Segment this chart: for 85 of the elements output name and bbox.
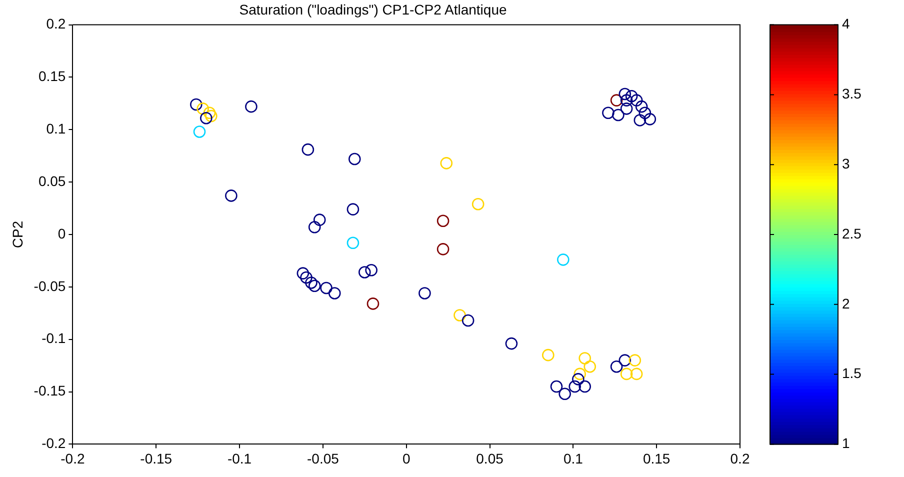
point — [418, 287, 431, 300]
point — [618, 354, 632, 366]
point — [557, 254, 570, 266]
x-tick-label: -0.2 — [60, 450, 85, 466]
point — [610, 94, 623, 106]
point — [634, 114, 646, 126]
point — [584, 360, 596, 373]
point — [346, 203, 360, 216]
point — [638, 106, 652, 120]
point — [472, 198, 484, 210]
point — [436, 214, 450, 228]
color-bar-label: 2.5 — [842, 225, 862, 242]
x-tick-label: 0.05 — [476, 450, 504, 466]
point — [454, 309, 466, 322]
point — [550, 380, 563, 393]
point — [578, 380, 592, 393]
y-tick-label: 0 — [58, 225, 66, 242]
point — [625, 90, 638, 102]
point — [365, 264, 378, 276]
point — [302, 143, 314, 156]
point — [346, 236, 360, 250]
point — [358, 266, 371, 278]
point — [572, 373, 584, 386]
point — [462, 314, 474, 327]
point — [620, 368, 633, 380]
x-tick-label: 0.1 — [563, 450, 584, 466]
y-axis-title: CP2 — [9, 220, 26, 248]
color-bar-label: 3.5 — [842, 86, 862, 102]
point — [225, 190, 238, 202]
point — [630, 368, 643, 380]
y-tick-label: -0.1 — [42, 330, 66, 346]
point — [308, 221, 321, 234]
color-bar-label: 1 — [842, 435, 850, 452]
color-bar-label: 4 — [842, 16, 850, 32]
point — [436, 243, 450, 256]
point — [203, 106, 216, 120]
point — [620, 102, 633, 115]
point — [568, 380, 581, 393]
point — [305, 276, 318, 289]
point — [190, 98, 202, 111]
x-tick-label: -0.1 — [227, 450, 252, 466]
point — [193, 126, 206, 138]
color-bar-label: 1.5 — [842, 365, 862, 382]
point — [300, 271, 312, 284]
point — [440, 157, 453, 170]
y-tick-label: -0.2 — [42, 435, 66, 452]
point — [644, 113, 656, 126]
point — [610, 360, 623, 373]
x-tick-label: -0.15 — [140, 450, 172, 466]
point — [612, 108, 624, 122]
color-bar-label: 3 — [842, 155, 850, 172]
color-bar-label: 2 — [842, 295, 850, 312]
y-tick-label: 0.15 — [38, 68, 66, 84]
point — [320, 282, 332, 294]
point — [308, 280, 321, 292]
point — [558, 388, 571, 400]
chart-title: Saturation ("loadings") CP1-CP2 Atlantique — [239, 1, 507, 18]
point — [630, 94, 643, 106]
point — [620, 94, 633, 106]
x-tick-label: -0.05 — [306, 450, 340, 466]
y-tick-label: -0.05 — [34, 278, 66, 294]
point — [574, 368, 586, 380]
y-tick-label: 0.05 — [38, 172, 66, 189]
point — [578, 352, 592, 364]
point — [296, 267, 310, 280]
y-tick-label: -0.15 — [34, 382, 66, 399]
point — [628, 354, 642, 366]
point — [366, 298, 380, 310]
x-tick-label: 0.2 — [730, 450, 750, 466]
point — [313, 214, 326, 226]
x-tick-label: 0 — [402, 450, 410, 466]
point — [635, 100, 648, 113]
y-tick-label: 0.2 — [46, 16, 66, 32]
x-tick-label: 0.15 — [642, 450, 670, 466]
point — [618, 88, 632, 100]
point — [505, 337, 518, 350]
y-tick-label: 0.1 — [46, 120, 66, 137]
point — [200, 112, 212, 124]
point — [602, 106, 614, 120]
point — [205, 110, 218, 122]
point — [245, 100, 258, 113]
point — [196, 102, 209, 115]
point — [348, 152, 361, 166]
point — [328, 287, 341, 300]
point — [542, 348, 554, 362]
